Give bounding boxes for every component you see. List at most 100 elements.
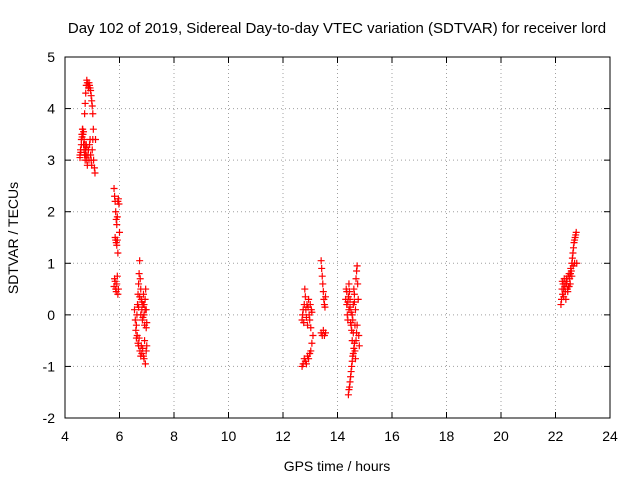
data-point [351,306,359,314]
x-tick-label: 24 [602,428,618,444]
data-point [90,156,98,164]
data-point [89,125,97,133]
y-tick-label: 2 [47,204,55,220]
data-point [135,280,143,288]
data-point [307,324,315,332]
data-point [113,236,121,244]
data-point [347,321,355,329]
data-point [321,303,329,311]
data-point [142,324,150,332]
data-point [139,290,147,298]
data-point [308,308,316,316]
data-point [354,280,362,288]
data-point [110,185,118,193]
data-point [351,355,359,363]
data-point [353,321,361,329]
x-axis-label: GPS time / hours [284,458,391,474]
data-point [130,306,138,314]
data-point [318,264,326,272]
y-tick-label: 3 [47,152,55,168]
data-point [143,342,151,350]
data-point [306,316,314,324]
grid-lines [65,57,610,418]
data-point [348,311,356,319]
data-point [139,313,147,321]
data-point [115,200,123,208]
data-point [139,344,147,352]
data-point [88,102,96,110]
data-point [77,148,85,156]
data-point [91,169,99,177]
data-point [113,221,121,229]
x-tick-label: 4 [61,428,69,444]
data-point [572,228,580,236]
data-point [114,285,122,293]
chart-title: Day 102 of 2019, Sidereal Day-to-day VTE… [68,20,606,37]
data-point [301,285,309,293]
data-point [136,257,144,265]
data-point [131,316,139,324]
data-point [140,301,148,309]
data-point [135,334,143,342]
data-point [113,280,121,288]
data-point [83,143,91,151]
x-tick-label: 12 [275,428,291,444]
data-point [307,347,315,355]
data-point [141,306,149,314]
x-tick-label: 22 [548,428,564,444]
x-tick-label: 8 [170,428,178,444]
x-tick-label: 6 [116,428,124,444]
data-point [345,280,353,288]
data-point [308,339,316,347]
data-point [562,295,570,303]
data-point [318,272,326,280]
data-point [305,355,313,363]
data-point [568,272,576,280]
y-tick-label: 5 [47,49,55,65]
data-point [114,249,122,257]
data-point [322,329,330,337]
x-tick-label: 16 [384,428,400,444]
data-point [317,257,325,265]
data-point [571,259,579,267]
x-tick-label: 20 [493,428,509,444]
data-point [354,295,362,303]
data-point [565,282,573,290]
data-point [306,301,314,309]
data-point [136,275,144,283]
data-point [300,319,308,327]
data-point [343,288,351,296]
data-point [112,208,120,216]
data-point [136,293,144,301]
data-point [346,295,354,303]
data-point [135,270,143,278]
data-point [80,128,88,136]
data-point [560,285,568,293]
data-point [76,154,84,162]
data-point [352,337,360,345]
y-tick-label: 0 [47,307,55,323]
data-point [113,272,121,280]
data-point [141,360,149,368]
data-point [319,280,327,288]
data-point [82,151,90,159]
data-point [88,146,96,154]
data-point [141,337,149,345]
data-point [349,329,357,337]
data-point [350,298,358,306]
y-tick-label: -1 [43,358,56,374]
data-point [562,275,570,283]
data-point [82,89,90,97]
x-tick-label: 10 [221,428,237,444]
data-point [302,360,310,368]
data-point [81,99,89,107]
data-points [76,76,581,399]
y-tick-label: 1 [47,255,55,271]
data-point [140,355,148,363]
data-point [309,331,317,339]
x-tick-label: 18 [439,428,455,444]
data-point [561,280,569,288]
data-point [564,288,572,296]
